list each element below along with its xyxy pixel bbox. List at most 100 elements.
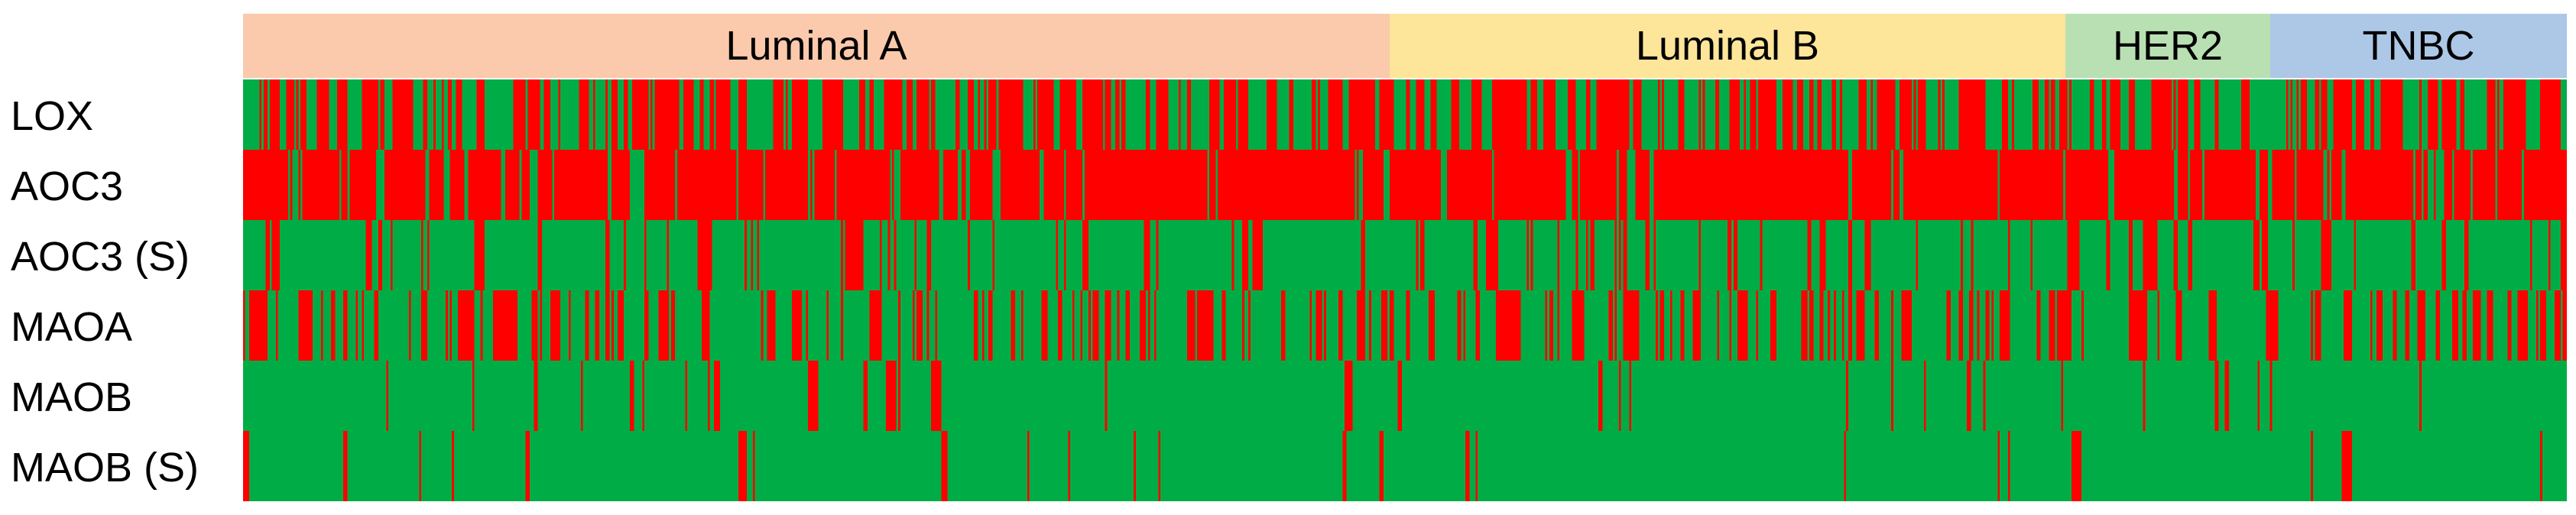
heatmap-cell-high xyxy=(767,150,770,220)
heatmap-cell-high xyxy=(440,150,442,220)
heatmap-cell-high xyxy=(605,150,608,220)
heatmap-cell-high xyxy=(1096,150,1099,220)
heatmap-cell-high xyxy=(1979,79,1981,150)
heatmap-cell-high xyxy=(423,150,426,220)
heatmap-cell-high xyxy=(894,79,897,150)
heatmap-cell-high xyxy=(1101,150,1103,220)
heatmap-cell-high xyxy=(1899,79,1902,150)
heatmap-cell-high xyxy=(2399,150,2402,220)
heatmap-cell-high xyxy=(1926,150,1929,220)
heatmap-cell-high xyxy=(1630,290,1634,361)
heatmap-cell-high xyxy=(2411,150,2414,220)
heatmap-cell-high xyxy=(2464,220,2467,290)
heatmap-cell-high xyxy=(728,150,731,220)
heatmap-cell-high xyxy=(1916,220,1918,290)
heatmap-cell-high xyxy=(933,79,936,150)
heatmap-cell-high xyxy=(1573,290,1576,361)
heatmap-cell-high xyxy=(1324,290,1326,361)
heatmap-cell-high xyxy=(253,150,256,220)
heatmap-cell-high xyxy=(2063,290,2065,361)
heatmap-cell-high xyxy=(779,79,782,150)
heatmap-cell-high xyxy=(1092,290,1095,361)
heatmap-cell-high xyxy=(323,150,326,220)
heatmap-cell-high xyxy=(1007,150,1009,220)
heatmap-cell-high xyxy=(2214,79,2217,150)
heatmap-cell-high xyxy=(2497,79,2500,150)
heatmap-cell-high xyxy=(1877,150,1880,220)
heatmap-cell-high xyxy=(791,290,794,361)
heatmap-cell-high xyxy=(1096,290,1099,361)
heatmap-cell-high xyxy=(1491,79,1494,150)
heatmap-cell-high xyxy=(2139,150,2141,220)
heatmap-cell-high xyxy=(697,150,700,220)
heatmap-cell-high xyxy=(2069,290,2072,361)
heatmap-cell-high xyxy=(582,79,586,150)
heatmap-cell-high xyxy=(1125,150,1128,220)
heatmap-cell-high xyxy=(345,290,348,361)
heatmap-cell-high xyxy=(1174,150,1177,220)
heatmap-cell-high xyxy=(1729,79,1732,150)
heatmap-cell-high xyxy=(1606,79,1609,150)
heatmap-cell-high xyxy=(1508,79,1510,150)
heatmap-cell-high xyxy=(2042,150,2046,220)
heatmap-cell-high xyxy=(1348,150,1351,220)
heatmap-cell-high xyxy=(1580,290,1582,361)
heatmap-cell-high xyxy=(718,79,721,150)
heatmap-cell-high xyxy=(326,79,329,150)
heatmap-cell-high xyxy=(1434,79,1437,150)
heatmap-cell-high xyxy=(2175,220,2179,290)
heatmap-cell-high xyxy=(1669,290,1672,361)
heatmap-cell-high xyxy=(1248,150,1251,220)
heatmap-cell-high xyxy=(1643,150,1646,220)
heatmap-cell-high xyxy=(517,79,520,150)
heatmap-cell-high xyxy=(386,361,389,431)
heatmap-cell-high xyxy=(1215,79,1218,150)
heatmap-cell-high xyxy=(730,150,733,220)
heatmap-cell-high xyxy=(1166,79,1169,150)
heatmap-cell-high xyxy=(1708,150,1711,220)
heatmap-cell-high xyxy=(918,150,921,220)
heatmap-cell-high xyxy=(2073,220,2076,290)
heatmap-cell-high xyxy=(2435,290,2438,361)
heatmap-cell-high xyxy=(1695,290,1697,361)
heatmap-cell-high xyxy=(777,150,780,220)
heatmap-cell-high xyxy=(2051,290,2053,361)
heatmap-cell-high xyxy=(1582,290,1585,361)
heatmap-cell-high xyxy=(912,150,915,220)
heatmap-cell-high xyxy=(990,79,993,150)
heatmap-cell-high xyxy=(1113,150,1116,220)
heatmap-cell-high xyxy=(1747,150,1750,220)
heatmap-cell-high xyxy=(579,79,581,150)
heatmap-cell-high xyxy=(1502,79,1504,150)
heatmap-cell-high xyxy=(1686,150,1689,220)
heatmap-cell-high xyxy=(703,150,706,220)
heatmap-cell-high xyxy=(1590,150,1593,220)
heatmap-cell-high xyxy=(726,79,728,150)
heatmap-cell-high xyxy=(1084,79,1087,150)
heatmap-cell-high xyxy=(1230,79,1232,150)
heatmap-cell-high xyxy=(869,150,872,220)
heatmap-cell-high xyxy=(1274,150,1277,220)
heatmap-cell-high xyxy=(644,79,647,150)
heatmap-cell-high xyxy=(486,150,489,220)
heatmap-cell-high xyxy=(1938,150,1941,220)
heatmap-cell-high xyxy=(1514,150,1517,220)
heatmap-cell-high xyxy=(2395,79,2397,150)
heatmap-cell-high xyxy=(2007,220,2010,290)
heatmap-cell-high xyxy=(1979,150,1981,220)
heatmap-cell-high xyxy=(644,290,647,361)
heatmap-cell-high xyxy=(1557,150,1560,220)
heatmap-cell-high xyxy=(2003,79,2007,150)
heatmap-cell-high xyxy=(1428,290,1431,361)
heatmap-cell-high xyxy=(933,150,936,220)
heatmap-cell-high xyxy=(2077,220,2080,290)
heatmap-cell-high xyxy=(287,79,290,150)
heatmap-cell-high xyxy=(1997,431,2000,501)
heatmap-cell-high xyxy=(745,150,747,220)
heatmap-cell-high xyxy=(2026,150,2029,220)
heatmap-cell-high xyxy=(2194,79,2197,150)
heatmap-cell-high xyxy=(658,290,661,361)
heatmap-cell-high xyxy=(953,150,956,220)
heatmap-cell-high xyxy=(1014,79,1017,150)
heatmap-cell-high xyxy=(1135,150,1138,220)
